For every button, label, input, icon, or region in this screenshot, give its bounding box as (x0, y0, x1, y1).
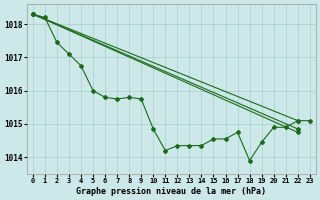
X-axis label: Graphe pression niveau de la mer (hPa): Graphe pression niveau de la mer (hPa) (76, 187, 266, 196)
